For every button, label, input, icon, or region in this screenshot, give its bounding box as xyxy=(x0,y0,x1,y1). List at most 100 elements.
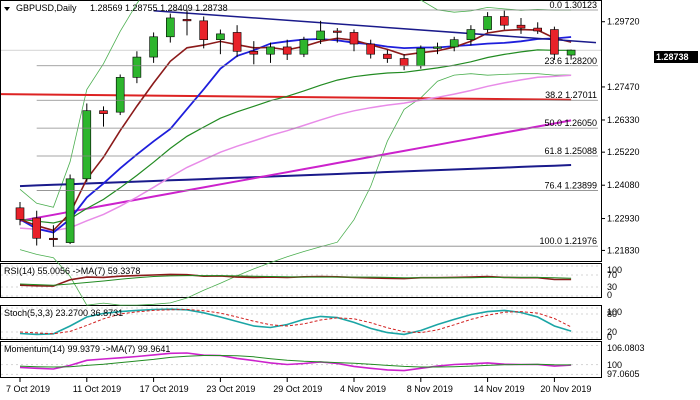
momentum-title: Momentum(14) 99.9379 ->MA(7) 99.9641 xyxy=(4,344,170,354)
x-tick-label: 8 Nov 2019 xyxy=(407,384,453,394)
candle-body xyxy=(166,17,175,38)
y-tick-label: 1.21830 xyxy=(607,245,640,255)
sub-y-tick-label: 106.0803 xyxy=(607,343,645,353)
sub-y-tick-label: 0 xyxy=(607,290,612,300)
y-tick-label: 1.27470 xyxy=(607,82,640,92)
candle-body xyxy=(566,49,576,56)
candle-body xyxy=(199,20,208,40)
ma-20-line xyxy=(19,49,572,224)
candle-body xyxy=(349,32,359,45)
bollinger-upper xyxy=(19,0,572,208)
fib-level-label: 100.0 1.21976 xyxy=(539,236,597,246)
y-tick-label: 1.26330 xyxy=(607,115,640,125)
candles-layer xyxy=(15,10,576,247)
candle-body xyxy=(433,46,442,49)
fib-level-label: 50.0 1.26050 xyxy=(544,118,597,128)
fib-level-label: 76.4 1.23899 xyxy=(544,180,597,190)
y-tick-label: 1.24080 xyxy=(607,180,640,190)
candle-body xyxy=(416,48,426,67)
stoch-k-line xyxy=(19,308,572,336)
candle-body xyxy=(332,30,342,33)
x-tick-label: 4 Nov 2019 xyxy=(340,384,386,394)
candle-body xyxy=(399,58,409,67)
x-tick-label: 17 Oct 2019 xyxy=(140,384,189,394)
sub-y-tick-label: 30 xyxy=(607,282,617,292)
momentum-ma-line xyxy=(19,355,572,368)
candle-body xyxy=(499,16,509,26)
rsi-ma-line xyxy=(19,275,572,286)
candle-body xyxy=(99,110,108,114)
x-tick-label: 29 Oct 2019 xyxy=(273,384,322,394)
candle-body xyxy=(366,43,376,55)
fib-level-label: 23.6 1.28200 xyxy=(544,56,597,66)
candle-body xyxy=(32,217,42,239)
candle-body xyxy=(115,77,125,113)
stoch-title: Stoch(5,3,3) 23.2700 36.8731 xyxy=(4,308,123,318)
sub-y-tick-label: 20 xyxy=(607,327,617,337)
symbol-arrow-icon xyxy=(4,7,10,11)
rsi-panel-frame xyxy=(0,263,602,298)
candle-body xyxy=(232,32,242,52)
x-axis: 7 Oct 2019 11 Oct 2019 17 Oct 2019 23 Oct 2… xyxy=(6,378,591,394)
candle-body xyxy=(299,39,309,55)
candle-body xyxy=(249,50,259,55)
ma-10-line xyxy=(19,36,572,234)
y-tick-label: 1.29720 xyxy=(607,17,640,27)
sub-y-tick-label: 0 xyxy=(607,332,612,342)
x-tick-label: 23 Oct 2019 xyxy=(206,384,255,394)
y-tick-label: 1.22930 xyxy=(607,214,640,224)
stoch-d-line xyxy=(19,308,572,335)
candle-body xyxy=(282,46,292,55)
candle-body xyxy=(316,30,325,40)
ma-55-line xyxy=(19,119,572,222)
momentum-line xyxy=(19,352,572,372)
candle-body xyxy=(483,16,492,30)
x-tick-label: 7 Oct 2019 xyxy=(6,384,50,394)
y-tick-label: 1.25220 xyxy=(607,147,640,157)
ohlc-header: 1.28569 1.28755 1.28409 1.28738 xyxy=(90,3,228,13)
sub-y-tick-label: 100 xyxy=(607,265,622,275)
sub-y-tick-label: 70 xyxy=(607,270,617,280)
fib-level-label: 38.2 1.27011 xyxy=(545,90,597,100)
ma-5-line xyxy=(19,28,572,232)
bollinger-lower xyxy=(19,73,572,306)
x-tick-label: 14 Nov 2019 xyxy=(474,384,525,394)
candle-body xyxy=(149,36,158,58)
sub-y-tick-label: 100 xyxy=(607,307,622,317)
candle-body xyxy=(82,110,92,180)
fib-level-label: 0.0 1.30123 xyxy=(549,0,597,10)
price-y-axis: 1.29720 1.27470 1.26330 1.25220 1.24080 1.229… xyxy=(601,17,640,255)
candle-body xyxy=(466,29,476,40)
candle-body xyxy=(49,237,58,241)
candle-body xyxy=(533,27,543,32)
fibonacci-layer: 0.0 1.30123 23.6 1.28200 38.2 1.27011 50.0 … xyxy=(36,0,598,247)
rsi-title: RSI(14) 55.0056 ->MA(7) 59.3378 xyxy=(4,266,140,276)
current-price-tag-bg xyxy=(654,51,698,63)
sub-y-tick-label: 97.0605 xyxy=(607,369,640,379)
sub-y-tick-label: 100 xyxy=(607,360,622,370)
current-price-tag: 1.28738 xyxy=(656,52,689,62)
candle-body xyxy=(550,29,559,55)
candle-body xyxy=(266,46,275,55)
candle-body xyxy=(15,207,25,220)
candle-body xyxy=(65,178,75,243)
candle-body xyxy=(516,24,526,29)
candle-body xyxy=(216,33,225,40)
sub-y-tick-label: 80 xyxy=(607,309,617,319)
candle-body xyxy=(383,53,392,59)
candle-body xyxy=(132,56,142,78)
trend-line xyxy=(153,9,597,44)
fib-level-label: 61.8 1.25088 xyxy=(544,146,597,156)
candle-body xyxy=(182,19,192,22)
x-tick-label: 20 Nov 2019 xyxy=(540,384,591,394)
chart-title: GBPUSD,Daily xyxy=(16,3,77,13)
x-tick-label: 11 Oct 2019 xyxy=(73,384,121,394)
candle-body xyxy=(449,39,459,48)
price-indicator-lines xyxy=(0,0,597,306)
ma-200-line xyxy=(19,164,572,188)
